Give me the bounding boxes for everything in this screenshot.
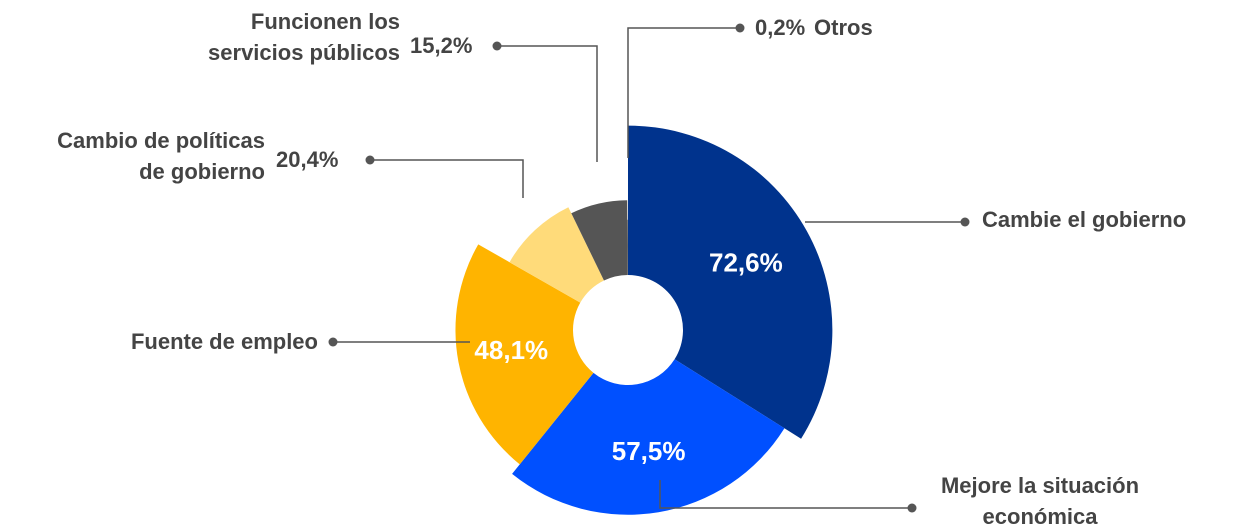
- value-label: 0,2%: [755, 15, 806, 40]
- value-label: 15,2%: [410, 33, 473, 58]
- leader-line: [497, 45, 598, 162]
- leader-dot: [907, 503, 917, 513]
- slice: [512, 359, 785, 515]
- category-label: Mejore la situación económica: [940, 473, 1140, 529]
- value-label: 48,1%: [474, 335, 548, 365]
- value-label: 72,6%: [709, 248, 783, 278]
- slice: [571, 200, 628, 281]
- leader-line: [627, 27, 740, 158]
- leader-dot: [492, 41, 502, 51]
- leader-dot: [328, 337, 338, 347]
- leader-line: [659, 480, 912, 509]
- category-label: Cambio de políticas de gobierno: [57, 128, 265, 184]
- leader-line: [370, 159, 524, 198]
- category-label: Funcionen los servicios públicos: [208, 9, 400, 65]
- slice: [509, 207, 604, 303]
- category-label: Cambie el gobierno: [982, 207, 1187, 232]
- slice: [628, 125, 833, 439]
- value-label: 57,5%: [612, 436, 686, 466]
- slice: [455, 244, 594, 465]
- leader-dot: [960, 217, 970, 227]
- category-label: Otros: [814, 15, 873, 40]
- value-label: 20,4%: [276, 147, 339, 172]
- leader-dot: [735, 23, 745, 33]
- slice: [627, 219, 628, 276]
- category-label: Fuente de empleo: [130, 329, 318, 354]
- leader-dot: [365, 155, 375, 165]
